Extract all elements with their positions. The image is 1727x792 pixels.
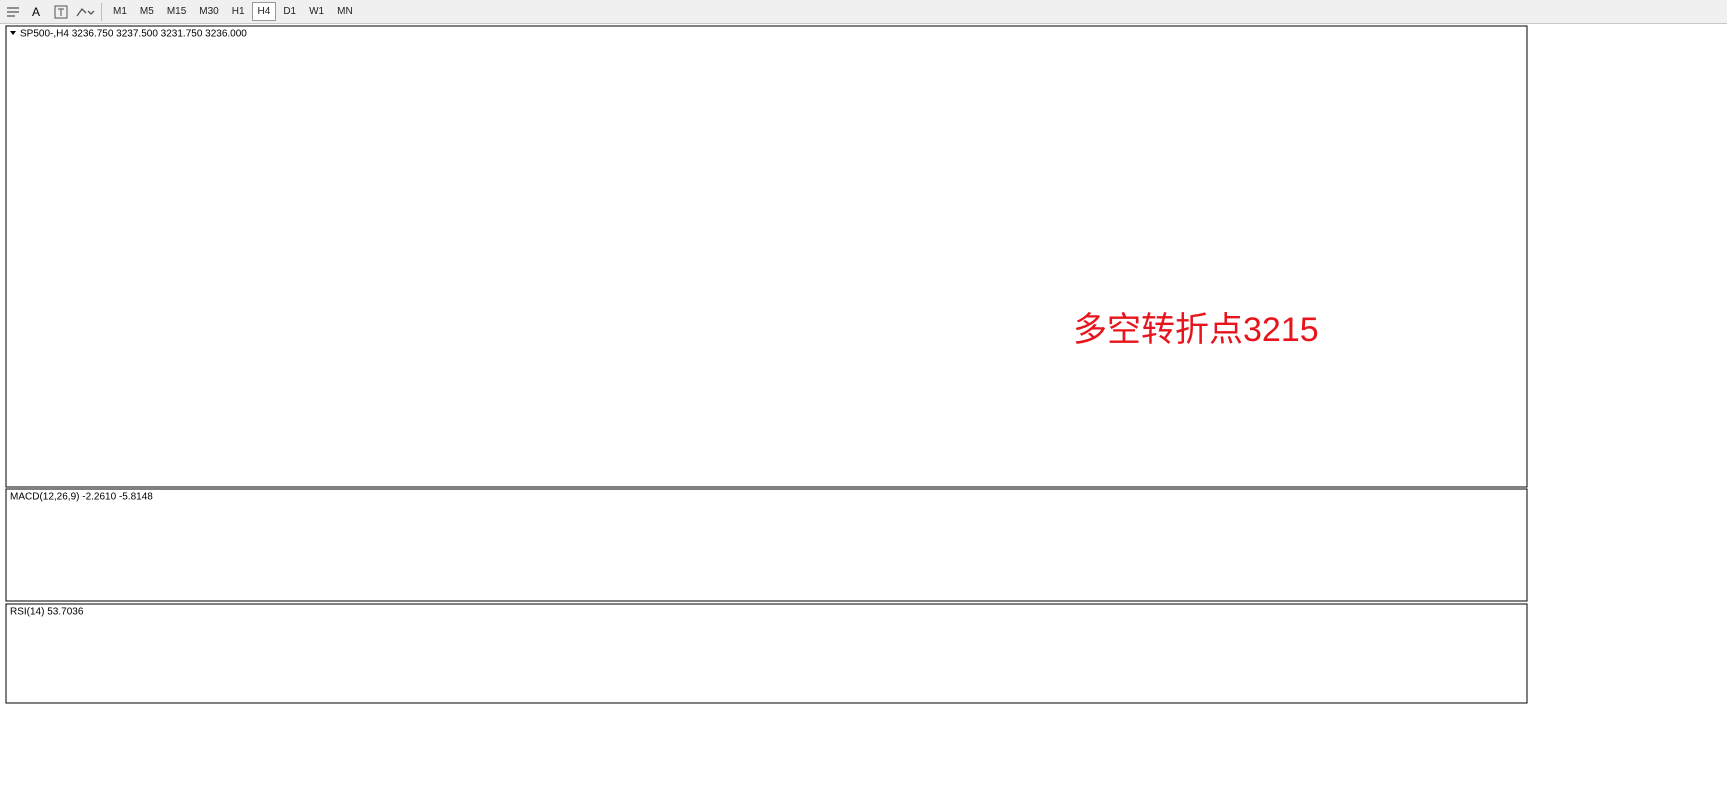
timeframe-button[interactable]: MN xyxy=(337,6,353,17)
timeframe-button[interactable]: M1 xyxy=(113,6,127,17)
timeframe-button[interactable]: M5 xyxy=(139,6,154,17)
main-panel xyxy=(5,25,1528,488)
rsi-panel xyxy=(5,603,1528,704)
separator xyxy=(101,2,102,21)
icon-lines[interactable] xyxy=(2,2,24,22)
macd-title: MACD(12,26,9) -2.2610 -5.8148 xyxy=(10,492,153,503)
annotation: 多空转折点3215 xyxy=(1073,311,1319,349)
icon-objects[interactable] xyxy=(74,2,96,22)
timeframe-button[interactable]: H1 xyxy=(231,6,245,17)
macd-panel xyxy=(5,488,1528,602)
timeframe-button[interactable]: D1 xyxy=(283,6,297,17)
timeframe-button[interactable]: H4 xyxy=(251,2,277,21)
timeframes: M1 M5 M15 M30 H1 H4 D1 W1 MN xyxy=(107,2,360,21)
timeframe-button[interactable]: W1 xyxy=(309,6,325,17)
timeframe-button[interactable]: M30 xyxy=(199,6,219,17)
title-arrow xyxy=(10,31,16,35)
icon-text[interactable]: A xyxy=(26,2,48,22)
main-title: SP500-,H4 3236.750 3237.500 3231.750 323… xyxy=(20,29,247,40)
icon-label[interactable] xyxy=(50,2,72,22)
rsi-title: RSI(14) 53.7036 xyxy=(10,607,84,618)
toolbar: A M1 M5 M15 M30 H1 H4 D1 W1 MN xyxy=(0,0,1727,24)
svg-text:A: A xyxy=(32,5,40,19)
timeframe-button[interactable]: M15 xyxy=(166,6,187,17)
